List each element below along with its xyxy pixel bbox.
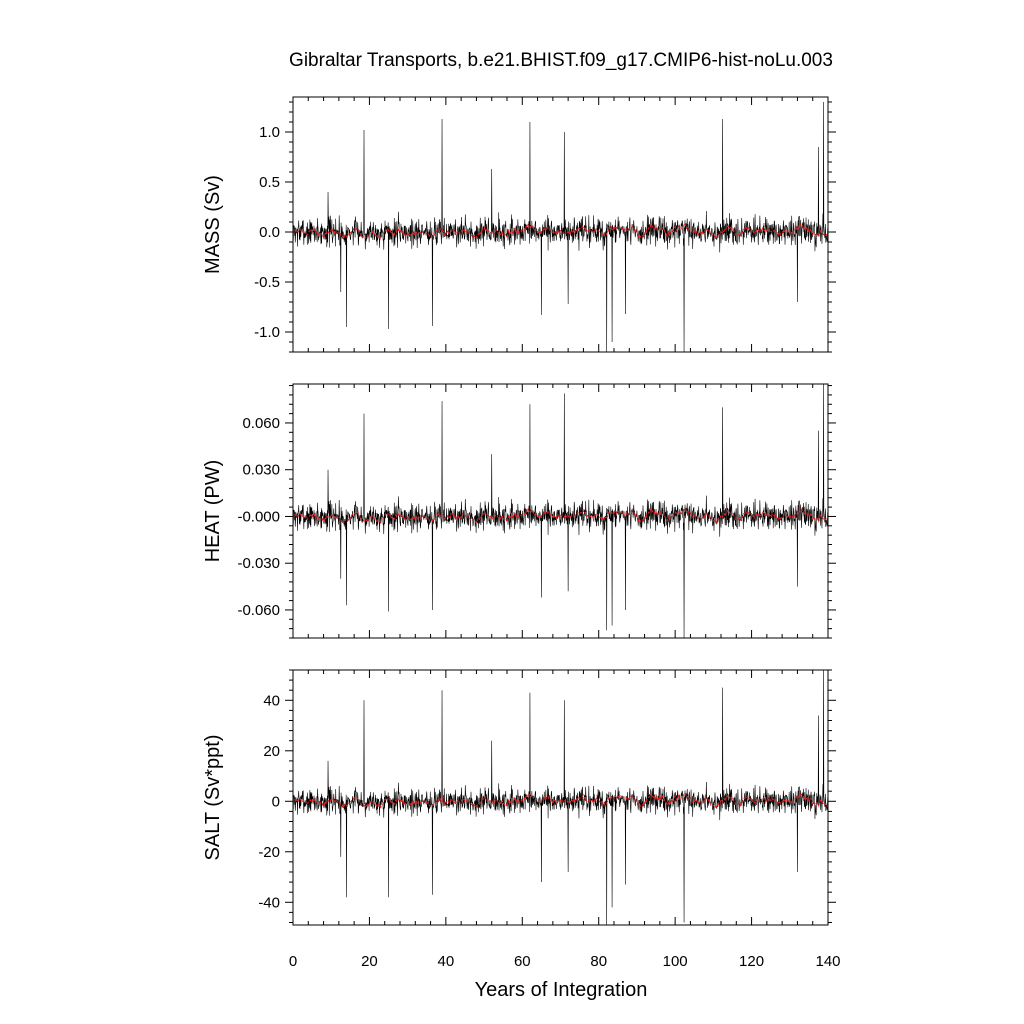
y-tick-label: 0.060 xyxy=(242,415,280,432)
y-axis-label: HEAT (PW) xyxy=(202,460,224,563)
y-tick-label: -0.060 xyxy=(237,602,280,619)
y-tick-label: 0.5 xyxy=(259,174,280,191)
y-axis-label: SALT (Sv*ppt) xyxy=(202,735,224,861)
smoothed-series-line xyxy=(293,222,828,241)
x-tick-label: 0 xyxy=(289,953,297,970)
x-tick-label: 60 xyxy=(514,953,531,970)
y-tick-label: 0.0 xyxy=(259,224,280,241)
x-tick-label: 140 xyxy=(815,953,840,970)
y-tick-label: 20 xyxy=(263,743,280,760)
chart-title: Gibraltar Transports, b.e21.BHIST.f09_g1… xyxy=(289,50,833,71)
heat-panel: -0.060 -0.030 -0.000 0.030 0.060 HEAT (PW) xyxy=(202,383,836,639)
panel-frame xyxy=(292,669,829,926)
x-tick-label: 100 xyxy=(663,953,688,970)
y-tick-label: 0.030 xyxy=(242,462,280,479)
smoothed-series-line xyxy=(293,507,828,525)
salt-panel: -40 -20 0 20 40 SALT (Sv*ppt) xyxy=(202,669,836,926)
y-tick-label: 40 xyxy=(263,692,280,709)
y-tick-label: -0.5 xyxy=(254,274,280,291)
y-tick-label: -0.000 xyxy=(237,508,280,525)
x-tick-label: 120 xyxy=(739,953,764,970)
y-tick-label: 1.0 xyxy=(259,124,280,141)
y-tick-label: -1.0 xyxy=(254,324,280,341)
x-tick-label: 40 xyxy=(438,953,455,970)
x-axis-label: Years of Integration xyxy=(475,979,648,1001)
panel-frame xyxy=(292,96,829,353)
raw-series-line xyxy=(293,384,828,638)
mass-panel: -1.0 -0.5 0.0 0.5 1.0 MASS (Sv) xyxy=(202,96,836,353)
y-tick-label: -40 xyxy=(258,894,280,911)
raw-series-line xyxy=(293,101,828,352)
y-tick-label: 0 xyxy=(272,793,280,810)
smoothed-series-line xyxy=(293,792,828,810)
x-tick-label: 20 xyxy=(361,953,378,970)
y-tick-label: -20 xyxy=(258,844,280,861)
x-tick-label: 80 xyxy=(590,953,607,970)
y-axis-label: MASS (Sv) xyxy=(202,175,224,274)
y-tick-label: -0.030 xyxy=(237,555,280,572)
panel-frame xyxy=(292,383,829,639)
